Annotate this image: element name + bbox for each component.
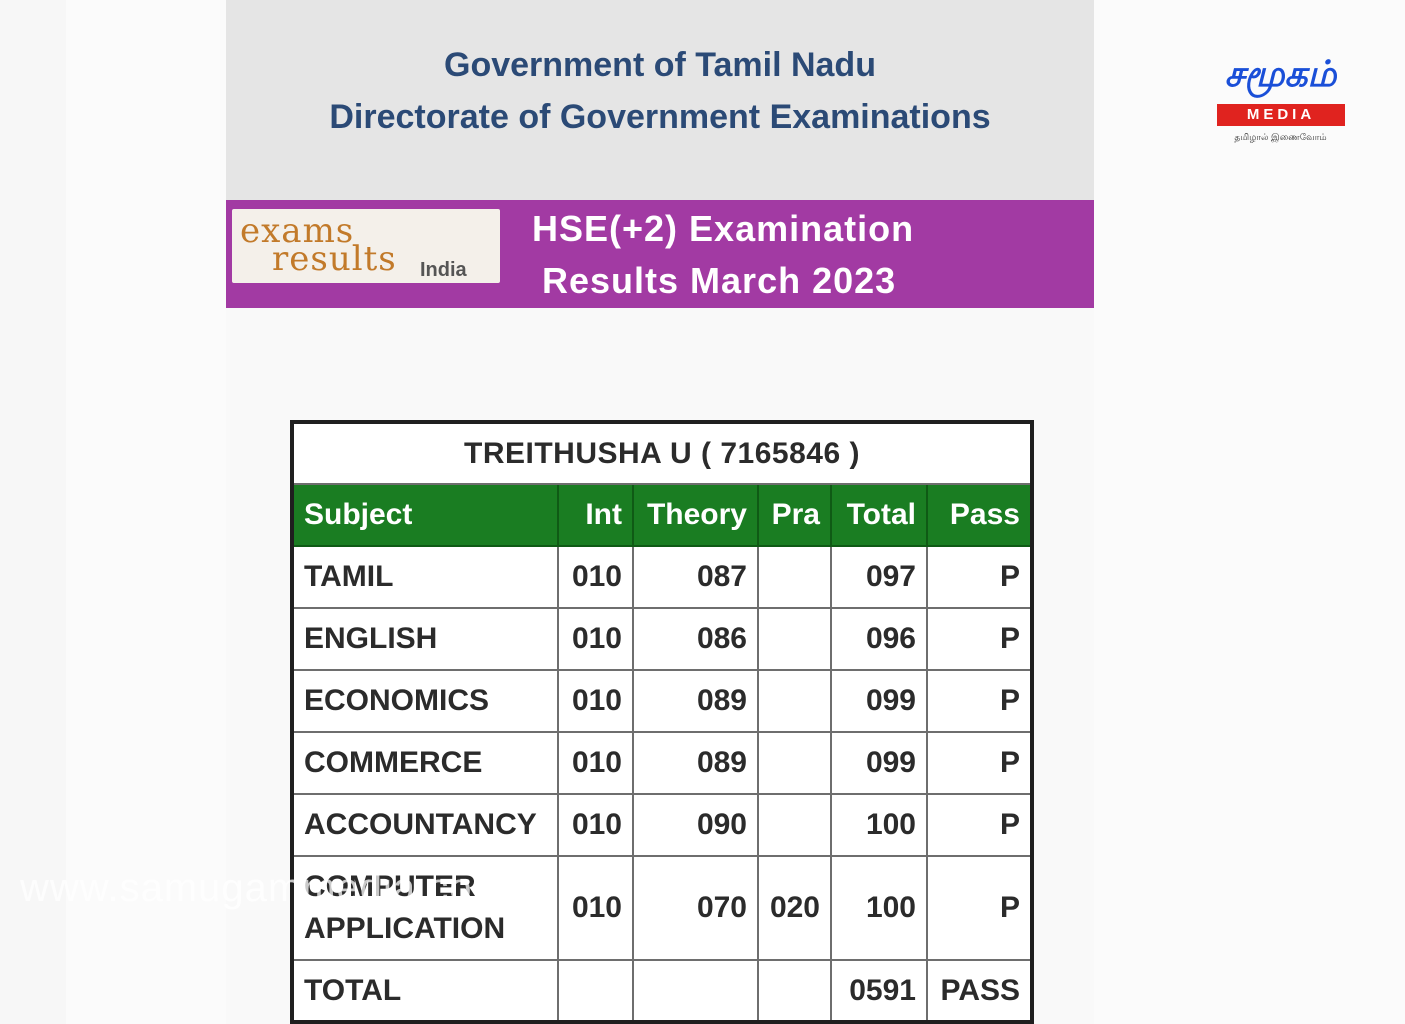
document-header: Government of Tamil Nadu Directorate of … <box>226 0 1094 200</box>
theory-cell <box>632 959 759 1023</box>
total-cell: 099 <box>830 731 928 795</box>
total-cell: 100 <box>830 793 928 857</box>
theory-cell: 086 <box>632 607 759 671</box>
pass-cell: P <box>926 731 1033 795</box>
pass-cell: P <box>926 545 1033 609</box>
subject-line-2: APPLICATION <box>304 912 506 945</box>
subject-line-1: COMPUTER <box>304 870 476 903</box>
logo-word-exams: exams <box>240 211 355 251</box>
subject-cell: COMPUTER APPLICATION <box>291 855 559 961</box>
theory-cell: 070 <box>632 855 759 961</box>
table-row: ACCOUNTANCY 010 090 100 P <box>291 793 1033 857</box>
int-cell: 010 <box>557 731 634 795</box>
brand-media-label: MEDIA <box>1217 104 1345 126</box>
header-subject: Subject <box>291 483 559 547</box>
exam-banner: exams results India HSE(+2) Examination … <box>226 200 1094 308</box>
int-cell: 010 <box>557 669 634 733</box>
left-margin-strip <box>0 0 66 1024</box>
government-title: Government of Tamil Nadu <box>444 46 876 84</box>
subject-cell: COMMERCE <box>291 731 559 795</box>
subject-cell: ENGLISH <box>291 607 559 671</box>
table-row: ENGLISH 010 086 096 P <box>291 607 1033 671</box>
pra-cell <box>757 959 832 1023</box>
brand-name-tamil: சமூகம் <box>1224 53 1337 94</box>
table-row: COMPUTER APPLICATION 010 070 020 100 P <box>291 855 1033 961</box>
result-cell: PASS <box>926 959 1033 1023</box>
table-header-row: Subject Int Theory Pra Total Pass <box>291 483 1033 547</box>
marks-table: TREITHUSHA U ( 7165846 ) Subject Int The… <box>290 420 1034 1024</box>
pra-cell <box>757 731 832 795</box>
int-cell <box>557 959 634 1023</box>
header-total: Total <box>830 483 928 547</box>
grand-total-cell: 0591 <box>830 959 928 1023</box>
pass-cell: P <box>926 669 1033 733</box>
pra-cell <box>757 669 832 733</box>
logo-word-india: India <box>420 259 467 281</box>
total-cell: 100 <box>830 855 928 961</box>
brand-tagline: தமிழால் இணைவோம் <box>1234 132 1327 142</box>
header-int: Int <box>557 483 634 547</box>
header-theory: Theory <box>632 483 759 547</box>
subject-cell: ACCOUNTANCY <box>291 793 559 857</box>
total-cell: 096 <box>830 607 928 671</box>
exam-title: HSE(+2) Examination <box>532 208 915 249</box>
pass-cell: P <box>926 855 1033 961</box>
table-row: TAMIL 010 087 097 P <box>291 545 1033 609</box>
pra-cell: 020 <box>757 855 832 961</box>
pra-cell <box>757 793 832 857</box>
total-cell: 097 <box>830 545 928 609</box>
subject-cell: TAMIL <box>291 545 559 609</box>
site-watermark: www.samugammedia.com <box>20 866 507 910</box>
subject-cell: ECONOMICS <box>291 669 559 733</box>
samugam-media-logo: சமூகம் MEDIA தமிழால் இணைவோம் <box>1213 52 1348 147</box>
table-row: ECONOMICS 010 089 099 P <box>291 669 1033 733</box>
theory-cell: 087 <box>632 545 759 609</box>
total-row: TOTAL 0591 PASS <box>291 959 1033 1023</box>
exam-subtitle: Results March 2023 <box>542 260 897 301</box>
total-cell: 099 <box>830 669 928 733</box>
pass-cell: P <box>926 793 1033 857</box>
int-cell: 010 <box>557 545 634 609</box>
student-name-roll: TREITHUSHA U ( 7165846 ) <box>291 421 1033 485</box>
int-cell: 010 <box>557 607 634 671</box>
pra-cell <box>757 607 832 671</box>
int-cell: 010 <box>557 793 634 857</box>
theory-cell: 089 <box>632 669 759 733</box>
theory-cell: 090 <box>632 793 759 857</box>
header-pra: Pra <box>757 483 832 547</box>
int-cell: 010 <box>557 855 634 961</box>
header-pass: Pass <box>926 483 1033 547</box>
exams-results-logo: exams results India <box>232 209 500 283</box>
table-row: COMMERCE 010 089 099 P <box>291 731 1033 795</box>
theory-cell: 089 <box>632 731 759 795</box>
total-label: TOTAL <box>291 959 559 1023</box>
pra-cell <box>757 545 832 609</box>
pass-cell: P <box>926 607 1033 671</box>
logo-word-results: results <box>272 239 397 279</box>
directorate-title: Directorate of Government Examinations <box>329 98 991 136</box>
